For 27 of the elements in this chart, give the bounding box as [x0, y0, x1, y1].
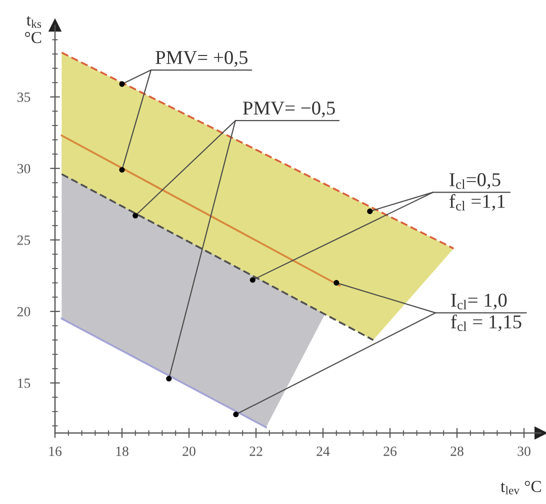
annotation: I$_{cl}$=0,5 f$_{cl}$ =1,1 [450, 173, 505, 211]
y-tick-label: 20 [17, 307, 30, 316]
annotation: PMV= +0,5 [156, 50, 248, 67]
y-tick-label: 30 [17, 164, 30, 174]
x-tick-label: 22 [250, 446, 262, 456]
point [119, 167, 125, 173]
x-axis-title: t$_{lev}$ °C [500, 480, 541, 494]
x-tick-label: 20 [182, 446, 196, 456]
point [233, 412, 239, 418]
y-tick-label: 35 [17, 92, 30, 102]
point [367, 208, 373, 214]
x-tick-label: 18 [116, 446, 128, 456]
x-tick-label: 16 [49, 446, 62, 456]
y-axis-title: t$_{ks}$ °C [25, 16, 42, 44]
point [250, 277, 256, 283]
point [119, 81, 125, 87]
point [334, 280, 340, 286]
annotation: PMV= −0,5 [242, 102, 335, 118]
y-tick-label: 25 [17, 236, 30, 245]
point [166, 376, 172, 382]
x-tick-label: 28 [450, 446, 464, 456]
annotation: I$_{cl}$= 1,0 f$_{cl}$ = 1,15 [451, 294, 522, 332]
x-tick-label: 24 [316, 446, 330, 456]
point [132, 212, 138, 218]
x-tick-label: 26 [384, 446, 397, 456]
x-tick-label: 30 [518, 446, 530, 456]
y-tick-label: 15 [18, 378, 30, 388]
